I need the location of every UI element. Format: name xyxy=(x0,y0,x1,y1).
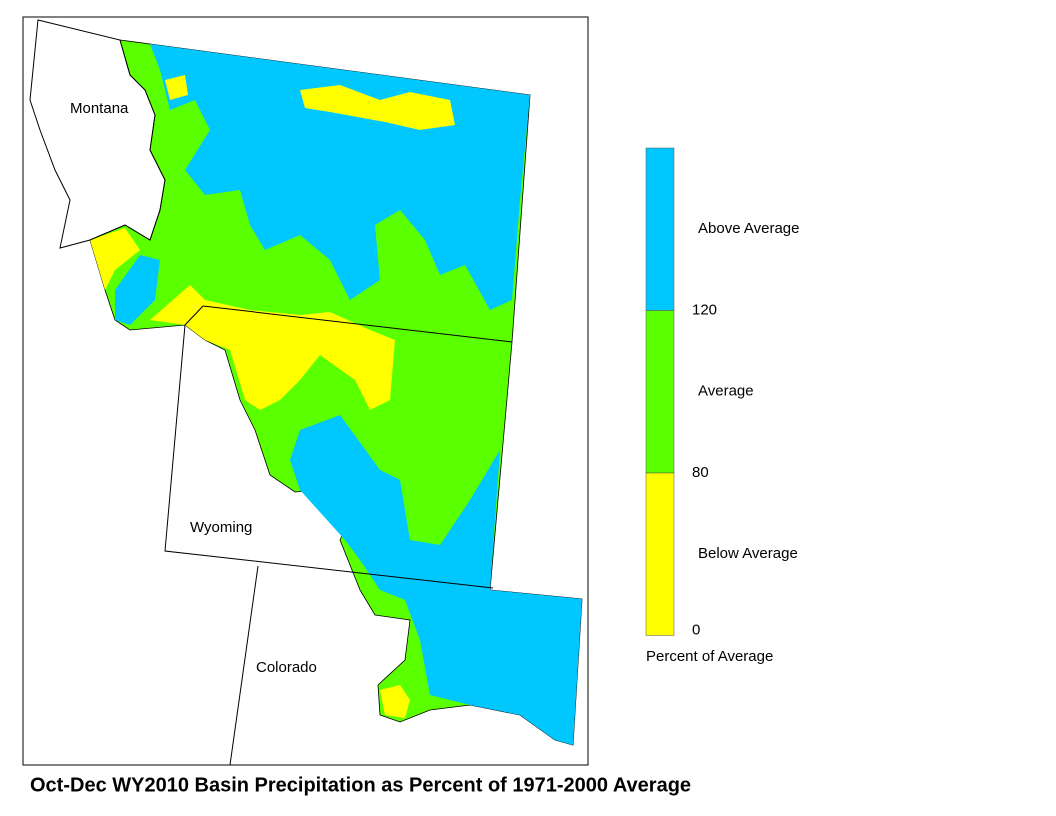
wyoming-border xyxy=(164,305,494,589)
state-label: Montana xyxy=(70,100,129,117)
montana-border xyxy=(29,19,166,249)
state-label: Wyoming xyxy=(190,519,252,536)
state-label: Colorado xyxy=(256,659,317,676)
below-average-area xyxy=(90,228,140,290)
below-average-area xyxy=(380,685,410,718)
legend-title: Percent of Average xyxy=(646,648,773,665)
legend-swatch xyxy=(645,147,675,311)
map-title: Oct-Dec WY2010 Basin Precipitation as Pe… xyxy=(30,774,691,796)
legend: Above Average Average Below Average 120 80 0 xyxy=(645,147,799,638)
below-average-area xyxy=(150,285,395,410)
legend-class-label: Average xyxy=(698,383,754,400)
legend-swatch xyxy=(645,310,675,474)
above-average-area xyxy=(115,255,160,325)
below-average-area xyxy=(165,75,188,100)
below-average-area xyxy=(300,85,455,130)
above-average-area xyxy=(290,415,582,745)
colorado-border xyxy=(229,565,259,766)
legend-class-label: Above Average xyxy=(698,220,799,237)
legend-break-label: 0 xyxy=(692,621,700,638)
legend-break-label: 120 xyxy=(692,301,717,318)
state-border xyxy=(202,305,513,343)
legend-class-label: Below Average xyxy=(698,545,798,562)
legend-swatch xyxy=(645,472,675,636)
legend-break-label: 80 xyxy=(692,464,709,481)
